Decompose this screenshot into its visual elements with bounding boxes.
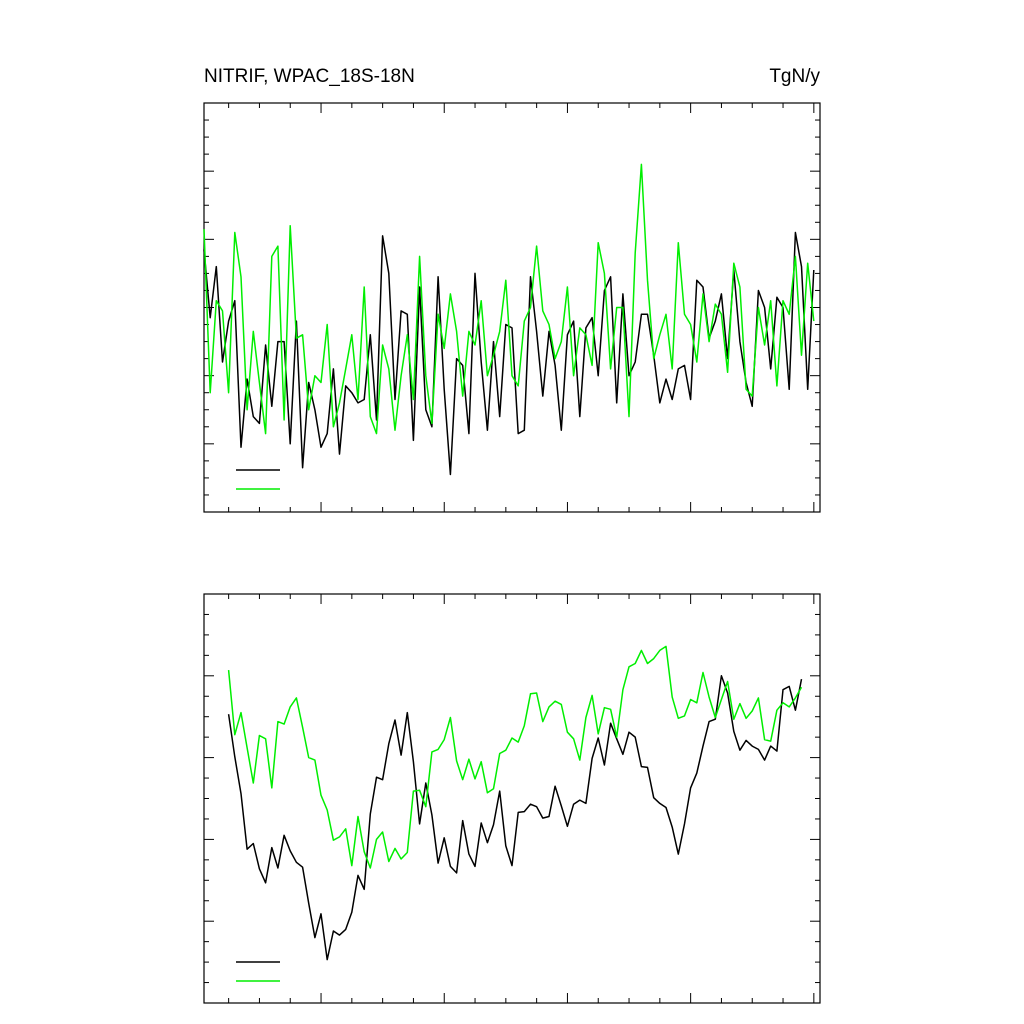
plot-frame — [203, 102, 821, 513]
series-line-mct-smoothed — [227, 675, 803, 961]
chart-title: NITRIF, WPAC_18S-18N — [204, 66, 415, 87]
plot-frame — [203, 593, 821, 1004]
chart-units: TgN/y — [769, 66, 820, 87]
series-line-nuopc-smoothed — [227, 645, 803, 869]
bottom-panel — [203, 593, 821, 1004]
series-line-nuopc — [203, 163, 815, 435]
top-panel — [203, 102, 821, 513]
series-line-mct — [203, 231, 815, 476]
